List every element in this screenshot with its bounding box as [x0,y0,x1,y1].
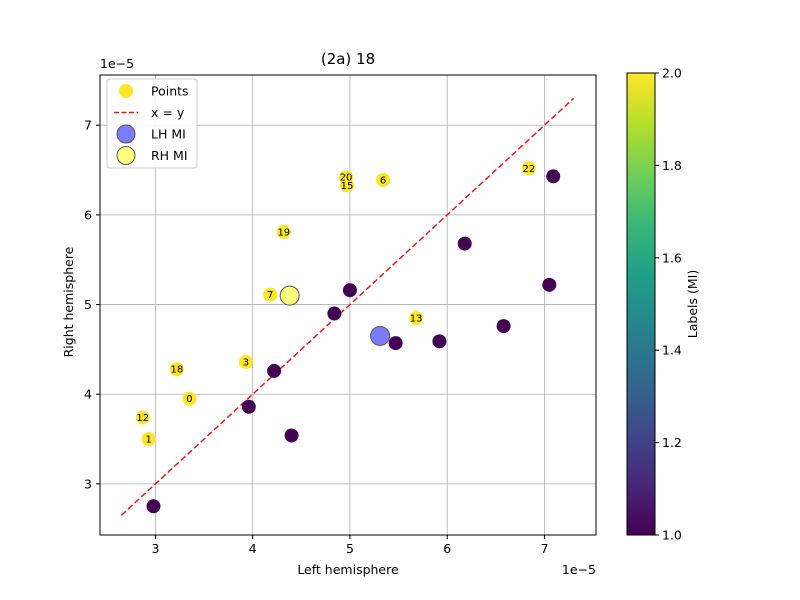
x-axis-offset-text: 1e−5 [562,562,596,577]
colorbar-tick-label: 1.6 [662,250,682,265]
x-tick-label: 4 [249,541,257,556]
data-point [521,161,536,176]
y-tick-label: 6 [84,207,92,222]
colorbar: 1.0 1.2 1.4 1.6 1.8 2.0 Labels (MI) [626,66,700,543]
colorbar-bar [626,72,656,536]
point-label: 15 [341,181,354,192]
point-label: 19 [277,227,290,238]
legend-marker-points [119,84,133,98]
data-point [276,224,291,239]
colorbar-tick-label: 2.0 [662,66,682,81]
colorbar-tick-label: 1.8 [662,158,682,173]
data-point [376,172,391,187]
data-point [182,391,197,406]
point-label: 6 [380,175,386,186]
data-point [263,287,278,302]
data-point [284,428,299,443]
legend-label: Points [151,84,189,99]
lh-mi-marker [370,325,391,346]
point-label: 18 [170,365,183,376]
point-label: 22 [523,164,536,175]
y-tick-label: 4 [84,387,92,402]
legend: Points x = y LH MI RH MI [106,78,198,169]
data-point [542,277,557,292]
data-point [388,336,403,351]
data-point [135,410,150,425]
x-axis-label: Left hemisphere [297,562,399,577]
x-tick-label: 6 [443,541,451,556]
y-tick-label: 7 [84,118,92,133]
y-axis-offset-text: 1e−5 [100,56,134,71]
data-point [546,169,561,184]
point-label: 20 [340,173,353,184]
y-axis-label: Right hemisphere [61,246,76,357]
legend-box [106,78,198,169]
y-tick-label: 5 [84,297,92,312]
legend-label: RH MI [151,148,188,163]
data-point [267,363,282,378]
x-tick-label: 5 [346,541,354,556]
point-label: 7 [267,290,273,301]
x-tick-label: 7 [540,541,548,556]
legend-marker-lh-mi [116,124,136,144]
point-label: 13 [410,314,423,325]
data-point [141,432,156,447]
point-label: 3 [243,357,249,368]
colorbar-tick-label: 1.2 [662,435,682,450]
colorbar-tick-label: 1.4 [662,343,682,358]
data-point [238,354,253,369]
identity-line [120,97,575,516]
legend-marker-rh-mi [116,146,136,165]
point-label: 1 [145,435,151,446]
point-label: 12 [136,413,149,424]
point-label: 0 [186,394,192,405]
colorbar-tick-label: 1.0 [662,528,682,543]
data-point [146,499,161,514]
data-point [496,319,511,334]
x-tick-label: 3 [151,541,159,556]
data-point [327,306,342,321]
legend-label: LH MI [151,127,186,142]
data-point [432,334,447,349]
data-point [339,170,354,185]
data-point [409,311,424,326]
colorbar-label: Labels (MI) [685,270,700,338]
chart-title: (2a) 18 [321,50,375,68]
data-point [241,399,256,414]
rh-mi-marker [279,285,300,306]
data-point [457,236,472,251]
data-point [342,283,357,298]
legend-label: x = y [151,105,185,120]
y-tick-label: 3 [84,476,92,491]
data-point [169,362,184,377]
